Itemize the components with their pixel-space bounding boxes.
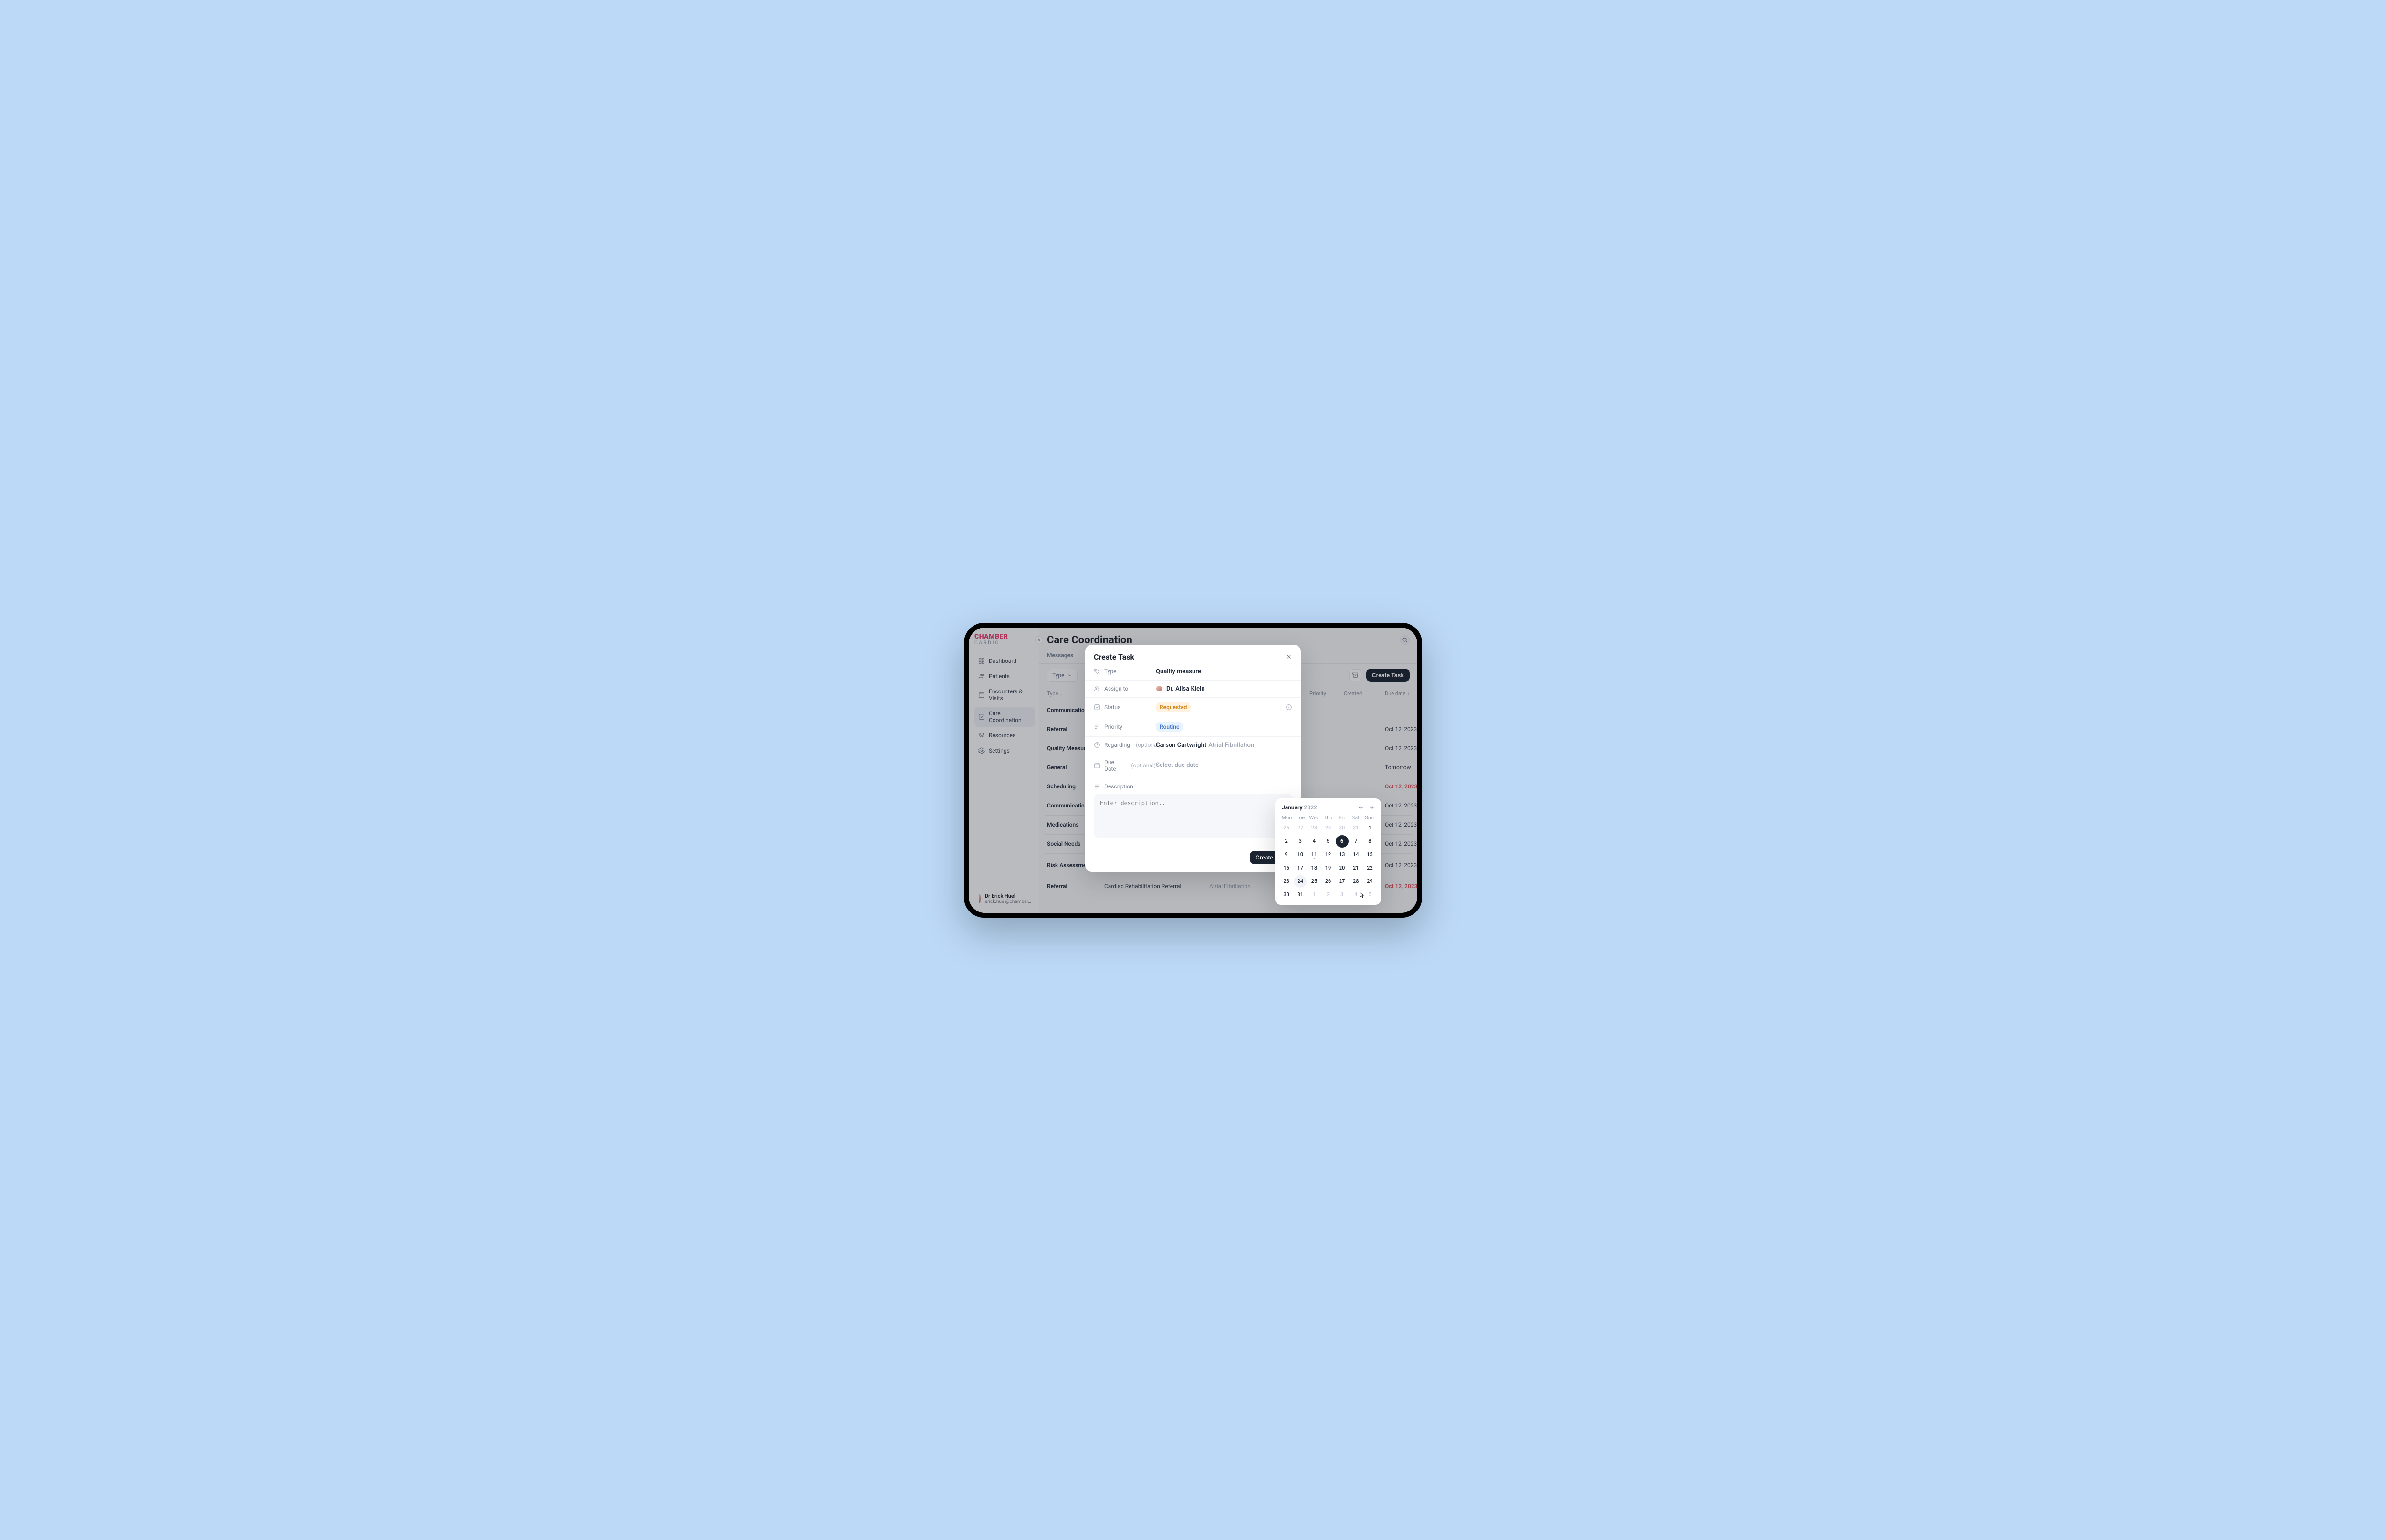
day-27[interactable]: 27 — [1336, 875, 1349, 888]
day-23[interactable]: 23 — [1280, 875, 1293, 888]
day-26-out[interactable]: 26 — [1280, 822, 1293, 834]
field-assign[interactable]: Assign to Dr. Alisa Klein — [1085, 681, 1301, 698]
dow-mon: Mon — [1280, 815, 1294, 821]
day-29[interactable]: 29 — [1363, 875, 1376, 888]
day-5-out[interactable]: 5 — [1363, 889, 1376, 901]
value-due-placeholder: Select due date — [1156, 762, 1292, 769]
day-30[interactable]: 30 — [1280, 889, 1293, 901]
description-input[interactable] — [1094, 794, 1292, 838]
day-25[interactable]: 25 — [1308, 875, 1320, 888]
day-8[interactable]: 8 — [1363, 835, 1376, 848]
text-icon — [1094, 783, 1100, 790]
day-30-out[interactable]: 30 — [1336, 822, 1349, 834]
day-2-out[interactable]: 2 — [1321, 889, 1334, 901]
day-11[interactable]: 11 — [1308, 849, 1320, 861]
value-type: Quality measure — [1156, 668, 1292, 675]
calendar-month: January — [1282, 804, 1303, 811]
day-7[interactable]: 7 — [1350, 835, 1362, 848]
day-13[interactable]: 13 — [1336, 849, 1349, 861]
calendar-year: 2022 — [1304, 804, 1317, 811]
calendar-days: 2627282930311234567891011121314151617181… — [1280, 822, 1376, 901]
value-assign: Dr. Alisa Klein — [1156, 685, 1292, 692]
app-screen: CHAMBER CARDIO « DashboardPatientsEncoun… — [969, 628, 1417, 913]
dow-tue: Tue — [1294, 815, 1308, 821]
value-regarding: Carson CartwrightAtrial Fibrillation — [1156, 742, 1292, 749]
day-6[interactable]: 6 — [1336, 835, 1349, 848]
next-month[interactable] — [1369, 805, 1374, 810]
day-24[interactable]: 24 — [1294, 875, 1307, 888]
day-27-out[interactable]: 27 — [1294, 822, 1307, 834]
day-31[interactable]: 31 — [1294, 889, 1307, 901]
day-1[interactable]: 1 — [1363, 822, 1376, 834]
field-priority[interactable]: Priority Routine — [1085, 717, 1301, 737]
field-type[interactable]: Type Quality measure — [1085, 663, 1301, 681]
day-16[interactable]: 16 — [1280, 862, 1293, 874]
date-picker: January 2022 MonTueWedThuFriSatSun 26272… — [1275, 798, 1381, 905]
dow-sun: Sun — [1362, 815, 1376, 821]
day-22[interactable]: 22 — [1363, 862, 1376, 874]
day-5[interactable]: 5 — [1321, 835, 1334, 848]
day-10[interactable]: 10 — [1294, 849, 1307, 861]
day-26[interactable]: 26 — [1321, 875, 1334, 888]
people-icon — [1094, 685, 1100, 692]
tag-icon — [1094, 668, 1100, 675]
dow-fri: Fri — [1335, 815, 1349, 821]
prev-month[interactable] — [1358, 805, 1364, 810]
day-1-out[interactable]: 1 — [1308, 889, 1320, 901]
day-31-out[interactable]: 31 — [1350, 822, 1362, 834]
help-icon — [1094, 742, 1100, 748]
calendar-dow: MonTueWedThuFriSatSun — [1280, 815, 1376, 821]
tablet-frame: CHAMBER CARDIO « DashboardPatientsEncoun… — [964, 623, 1422, 918]
day-20[interactable]: 20 — [1336, 862, 1349, 874]
info-icon[interactable] — [1286, 704, 1292, 711]
day-17[interactable]: 17 — [1294, 862, 1307, 874]
field-regarding[interactable]: Regarding(optional) Carson CartwrightAtr… — [1085, 737, 1301, 754]
day-21[interactable]: 21 — [1350, 862, 1362, 874]
close-icon[interactable] — [1286, 653, 1292, 660]
day-28[interactable]: 28 — [1350, 875, 1362, 888]
create-task-modal: Create Task Type Quality measure — [1085, 645, 1301, 872]
day-18[interactable]: 18 — [1308, 862, 1320, 874]
check-square-icon — [1094, 704, 1100, 711]
optional-label: (optional) — [1131, 762, 1156, 769]
day-12[interactable]: 12 — [1321, 849, 1334, 861]
calendar-icon — [1094, 762, 1100, 769]
day-29-out[interactable]: 29 — [1321, 822, 1334, 834]
day-4-out[interactable]: 4 — [1350, 889, 1362, 901]
status-pill: Requested — [1156, 702, 1191, 712]
day-15[interactable]: 15 — [1363, 849, 1376, 861]
day-3-out[interactable]: 3 — [1336, 889, 1349, 901]
field-due-date[interactable]: Due Date(optional) Select due date — [1085, 754, 1301, 777]
day-14[interactable]: 14 — [1350, 849, 1362, 861]
field-status[interactable]: Status Requested — [1085, 698, 1301, 717]
day-4[interactable]: 4 — [1308, 835, 1320, 848]
field-description: Description — [1085, 777, 1301, 847]
dow-wed: Wed — [1308, 815, 1321, 821]
dow-sat: Sat — [1349, 815, 1362, 821]
day-3[interactable]: 3 — [1294, 835, 1307, 848]
day-28-out[interactable]: 28 — [1308, 822, 1320, 834]
modal-title: Create Task — [1094, 652, 1134, 661]
priority-icon — [1094, 723, 1100, 730]
day-19[interactable]: 19 — [1321, 862, 1334, 874]
day-9[interactable]: 9 — [1280, 849, 1293, 861]
dow-thu: Thu — [1321, 815, 1335, 821]
priority-pill: Routine — [1156, 722, 1183, 732]
avatar — [1156, 685, 1162, 692]
day-2[interactable]: 2 — [1280, 835, 1293, 848]
